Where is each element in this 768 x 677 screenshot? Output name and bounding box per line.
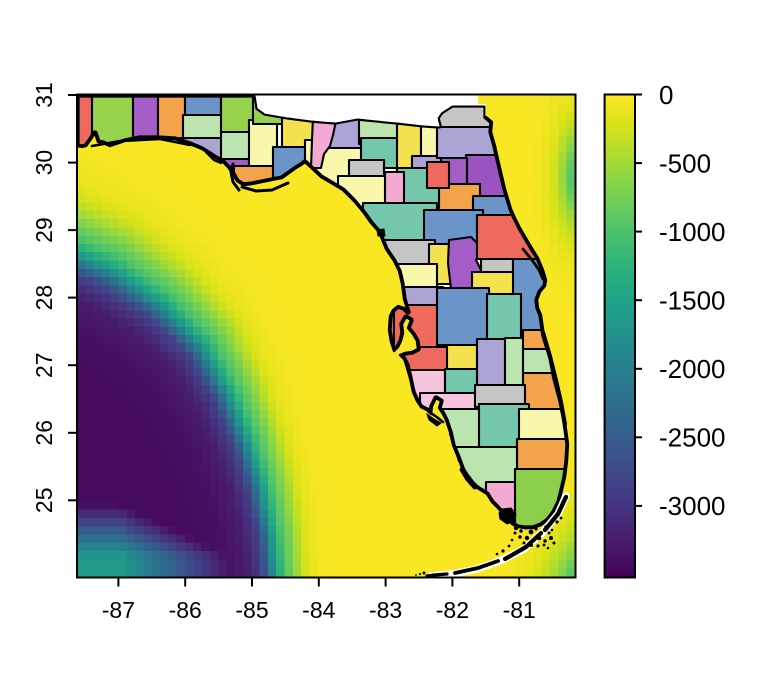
svg-text:-84: -84	[302, 597, 335, 623]
svg-text:-1500: -1500	[659, 286, 726, 316]
svg-text:-82: -82	[436, 597, 469, 623]
svg-text:0: 0	[659, 80, 673, 110]
svg-text:-2500: -2500	[659, 423, 726, 453]
svg-text:-86: -86	[169, 597, 202, 623]
svg-text:25: 25	[31, 488, 57, 514]
svg-text:-1000: -1000	[659, 217, 726, 247]
svg-text:26: 26	[31, 420, 57, 446]
svg-text:-83: -83	[369, 597, 402, 623]
svg-text:-85: -85	[235, 597, 268, 623]
svg-text:28: 28	[31, 285, 57, 311]
svg-text:-3000: -3000	[659, 491, 726, 521]
svg-text:30: 30	[31, 150, 57, 176]
svg-text:-87: -87	[102, 597, 135, 623]
svg-text:-81: -81	[503, 597, 536, 623]
svg-text:-2000: -2000	[659, 354, 726, 384]
svg-text:29: 29	[31, 217, 57, 243]
svg-text:27: 27	[31, 352, 57, 378]
svg-text:31: 31	[31, 82, 57, 108]
svg-text:-500: -500	[659, 148, 711, 178]
